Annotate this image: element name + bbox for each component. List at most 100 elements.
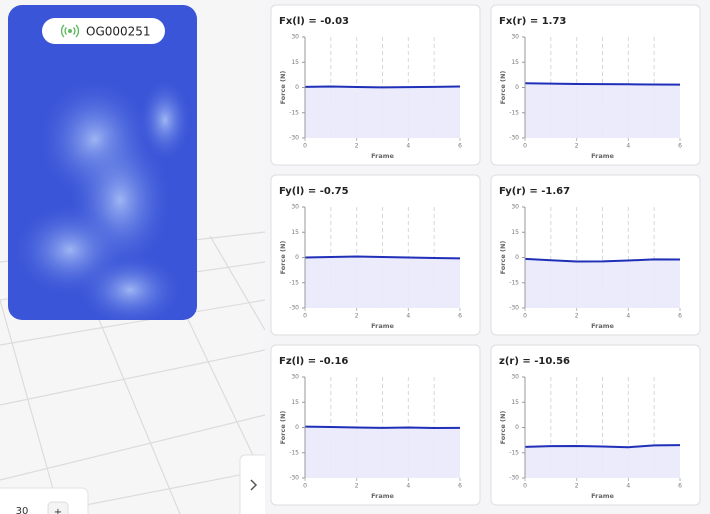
chart-card: Fx(r) = 1.73 -30 -15 0 15 30 0 2 4 6 Frame Force (N…	[490, 4, 701, 166]
chart-title: Fx(l) = -0.03	[279, 16, 349, 27]
y-tick-label: -15	[509, 109, 519, 116]
y-tick-label: 30	[291, 204, 299, 211]
y-tick-label: -15	[289, 109, 299, 116]
device-badge[interactable]	[42, 18, 165, 44]
y-tick-label: 30	[291, 34, 299, 41]
area-fill	[525, 83, 680, 138]
y-tick-label: 0	[515, 84, 519, 91]
y-tick-label: -15	[509, 449, 519, 456]
x-tick-label: 6	[458, 313, 462, 320]
x-axis-label: Frame	[371, 322, 394, 330]
card-bg	[270, 4, 481, 166]
card-bg	[270, 344, 481, 506]
y-tick-label: 0	[295, 424, 299, 431]
x-tick-label: 0	[523, 313, 527, 320]
data-line	[524, 444, 681, 449]
chart-card: Fx(l) = -0.03 -30 -15 0 15 30 0 2 4 6 Frame Force (…	[270, 4, 481, 166]
heatmap	[8, 5, 197, 320]
chart-title: z(r) = -10.56	[499, 356, 570, 367]
x-tick-label: 4	[626, 313, 630, 320]
y-tick-label: 15	[291, 59, 299, 66]
zoom-in-label: +	[54, 507, 62, 514]
x-axis-label: Frame	[371, 492, 394, 500]
chart-title: Fy(r) = -1.67	[499, 186, 570, 197]
x-axis-label: Frame	[371, 152, 394, 160]
data-line	[524, 82, 681, 86]
y-tick-label: -30	[509, 475, 519, 482]
y-tick-label: 15	[511, 59, 519, 66]
y-tick-label: -15	[289, 449, 299, 456]
x-tick-label: 2	[575, 143, 579, 150]
x-tick-label: 6	[678, 143, 682, 150]
y-tick-label: -30	[289, 475, 299, 482]
y-tick-label: 0	[515, 424, 519, 431]
area-fill	[305, 426, 460, 478]
x-tick-label: 4	[406, 313, 410, 320]
x-tick-label: 2	[575, 483, 579, 490]
x-tick-label: 4	[626, 483, 630, 490]
y-axis-label: Force (N)	[279, 241, 287, 275]
card-bg	[270, 174, 481, 336]
x-tick-label: 4	[626, 143, 630, 150]
data-line	[304, 255, 461, 260]
y-tick-label: 15	[291, 399, 299, 406]
x-tick-label: 0	[303, 313, 307, 320]
area-fill	[525, 445, 680, 478]
data-line	[304, 85, 461, 89]
y-tick-label: 0	[295, 254, 299, 261]
card-bg	[490, 174, 701, 336]
y-axis-label: Force (N)	[499, 411, 507, 445]
chart-card: Fy(l) = -0.75 -30 -15 0 15 30 0 2 4 6 Frame Force (…	[270, 174, 481, 336]
y-tick-label: 30	[291, 374, 299, 381]
chart-card: z(r) = -10.56 -30 -15 0 15 30 0 2 4 6 Frame Force (…	[490, 344, 701, 506]
zoom-control	[0, 487, 89, 514]
y-tick-label: -30	[509, 305, 519, 312]
x-tick-label: 2	[355, 313, 359, 320]
y-tick-label: 15	[291, 229, 299, 236]
y-tick-label: -30	[509, 135, 519, 142]
x-tick-label: 2	[355, 143, 359, 150]
y-tick-label: 15	[511, 229, 519, 236]
y-tick-label: -30	[289, 305, 299, 312]
x-axis-label: Frame	[591, 322, 614, 330]
x-tick-label: 4	[406, 143, 410, 150]
x-axis-label: Frame	[591, 492, 614, 500]
y-tick-label: -15	[289, 279, 299, 286]
y-axis-label: Force (N)	[279, 411, 287, 445]
chart-title: Fy(l) = -0.75	[279, 186, 349, 197]
chart-card: Fz(l) = -0.16 -30 -15 0 15 30 0 2 4 6 Frame Force (…	[270, 344, 481, 506]
data-line	[304, 425, 461, 430]
y-axis-label: Force (N)	[499, 241, 507, 275]
y-tick-label: -30	[289, 135, 299, 142]
data-line	[524, 257, 681, 263]
y-tick-label: 30	[511, 204, 519, 211]
zoom-in-button[interactable]	[47, 501, 69, 514]
y-tick-label: -15	[509, 279, 519, 286]
x-tick-label: 0	[303, 483, 307, 490]
y-tick-label: 30	[511, 374, 519, 381]
card-bg	[490, 344, 701, 506]
x-tick-label: 4	[406, 483, 410, 490]
x-tick-label: 0	[523, 143, 527, 150]
y-tick-label: 0	[515, 254, 519, 261]
x-tick-label: 0	[523, 483, 527, 490]
area-fill	[305, 256, 460, 308]
area-fill	[305, 86, 460, 138]
chart-title: Fz(l) = -0.16	[279, 356, 348, 367]
x-tick-label: 6	[458, 143, 462, 150]
y-tick-label: 15	[511, 399, 519, 406]
x-tick-label: 6	[678, 483, 682, 490]
y-tick-label: 30	[511, 34, 519, 41]
y-axis-label: Force (N)	[279, 71, 287, 105]
area-fill	[525, 258, 680, 308]
y-tick-label: 0	[295, 84, 299, 91]
x-tick-label: 0	[303, 143, 307, 150]
x-tick-label: 6	[458, 483, 462, 490]
x-axis-label: Frame	[591, 152, 614, 160]
chevron-icon	[250, 479, 258, 491]
chart-card: Fy(r) = -1.67 -30 -15 0 15 30 0 2 4 6 Frame Force (…	[490, 174, 701, 336]
x-tick-label: 2	[575, 313, 579, 320]
x-tick-label: 2	[355, 483, 359, 490]
